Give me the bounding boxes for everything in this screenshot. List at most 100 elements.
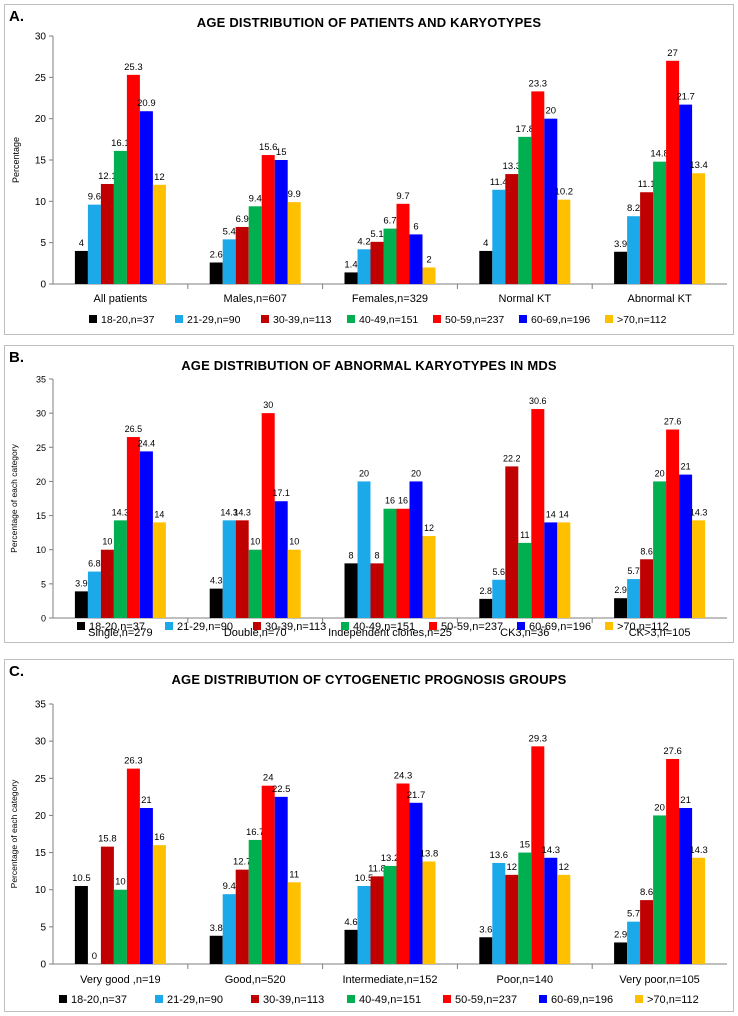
data-label: 9.4: [223, 881, 236, 892]
data-label: 10: [102, 537, 112, 547]
y-axis-title: Percentage: [11, 137, 21, 183]
bar: [383, 508, 397, 618]
data-label: 10: [250, 537, 260, 547]
y-tick-label: 30: [35, 32, 47, 43]
legend-swatch: [635, 995, 643, 1003]
bar: [100, 549, 114, 618]
bar: [679, 808, 693, 964]
data-label: 21.7: [407, 790, 426, 801]
bar: [235, 226, 249, 284]
bar: [627, 216, 641, 284]
data-label: 12.1: [98, 171, 117, 182]
bar: [653, 815, 667, 964]
legend-label: >70,n=112: [617, 314, 667, 326]
data-label: 12.7: [233, 857, 252, 868]
bar: [692, 520, 706, 618]
bar: [627, 921, 641, 964]
y-tick-label: 0: [40, 280, 46, 291]
category-label: Males,n=607: [224, 293, 287, 305]
data-label: 8: [374, 550, 379, 560]
data-label: 24.3: [394, 770, 413, 781]
bar: [422, 267, 436, 284]
bar: [261, 155, 275, 284]
legend-swatch: [443, 995, 451, 1003]
bar: [87, 204, 101, 284]
data-label: 13.3: [503, 161, 522, 172]
bar: [261, 785, 275, 964]
bar: [557, 874, 571, 964]
data-label: 21: [680, 795, 691, 806]
data-label: 13.2: [381, 853, 400, 864]
data-label: 30.6: [529, 396, 547, 406]
bar: [113, 150, 127, 284]
y-tick-label: 35: [36, 375, 46, 385]
data-label: 20: [655, 468, 665, 478]
bar: [248, 839, 262, 964]
bar: [666, 758, 680, 964]
data-label: 9.9: [288, 189, 301, 200]
data-label: 14: [154, 509, 164, 519]
legend-label: 60-69,n=196: [551, 994, 613, 1006]
data-label: 20: [359, 468, 369, 478]
bar: [113, 889, 127, 964]
bar: [409, 802, 423, 964]
y-tick-label: 35: [35, 700, 47, 711]
data-label: 14.3: [690, 507, 708, 517]
data-label: 8.6: [640, 887, 653, 898]
data-label: 23.3: [529, 78, 548, 89]
data-label: 24.4: [138, 438, 156, 448]
bar: [209, 935, 223, 964]
data-label: 22.5: [272, 784, 291, 795]
bar: [531, 746, 545, 964]
bar: [113, 520, 127, 618]
bar: [74, 886, 88, 964]
legend-swatch: [539, 995, 547, 1003]
bar: [139, 451, 153, 618]
category-label: CK>3,n=105: [629, 627, 691, 639]
data-label: 16: [385, 496, 395, 506]
data-label: 15: [520, 840, 531, 851]
bar: [344, 929, 358, 964]
data-label: 12: [424, 523, 434, 533]
legend-swatch: [261, 315, 269, 323]
category-label: Very good ,n=19: [80, 974, 160, 986]
bar: [505, 466, 519, 618]
legend-label: 30-39,n=113: [273, 314, 332, 326]
data-label: 22.2: [503, 453, 521, 463]
data-label: 27: [667, 48, 678, 59]
data-label: 11: [289, 869, 299, 880]
bar: [531, 409, 545, 618]
data-label: 27.6: [663, 746, 682, 757]
bar: [139, 808, 153, 964]
bar: [274, 796, 288, 964]
legend-label: 60-69,n=196: [531, 314, 590, 326]
data-label: 4.2: [357, 236, 370, 247]
data-label: 21: [681, 462, 691, 472]
bar: [261, 413, 275, 618]
data-label: 15.6: [259, 142, 278, 153]
data-label: 20: [654, 802, 665, 813]
bar: [492, 189, 506, 284]
bar: [692, 173, 706, 284]
legend-label: 21-29,n=90: [187, 314, 241, 326]
bar: [505, 874, 519, 964]
bar: [396, 783, 410, 964]
bar: [287, 882, 301, 964]
data-label: 10: [115, 877, 126, 888]
legend-label: >70,n=112: [647, 994, 699, 1006]
bar: [422, 536, 436, 618]
category-label: Very poor,n=105: [619, 974, 699, 986]
legend-label: 30-39,n=113: [265, 621, 326, 633]
legend-label: 18-20,n=37: [89, 621, 145, 633]
data-label: 12: [507, 862, 518, 873]
data-label: 2.8: [480, 586, 493, 596]
y-tick-label: 5: [40, 238, 46, 249]
data-label: 12: [154, 172, 165, 183]
bar: [557, 199, 571, 284]
bar: [396, 508, 410, 618]
y-tick-label: 5: [41, 579, 46, 589]
legend-swatch: [253, 622, 261, 630]
bar: [357, 249, 371, 284]
data-label: 8.6: [640, 546, 653, 556]
bar: [287, 549, 301, 618]
